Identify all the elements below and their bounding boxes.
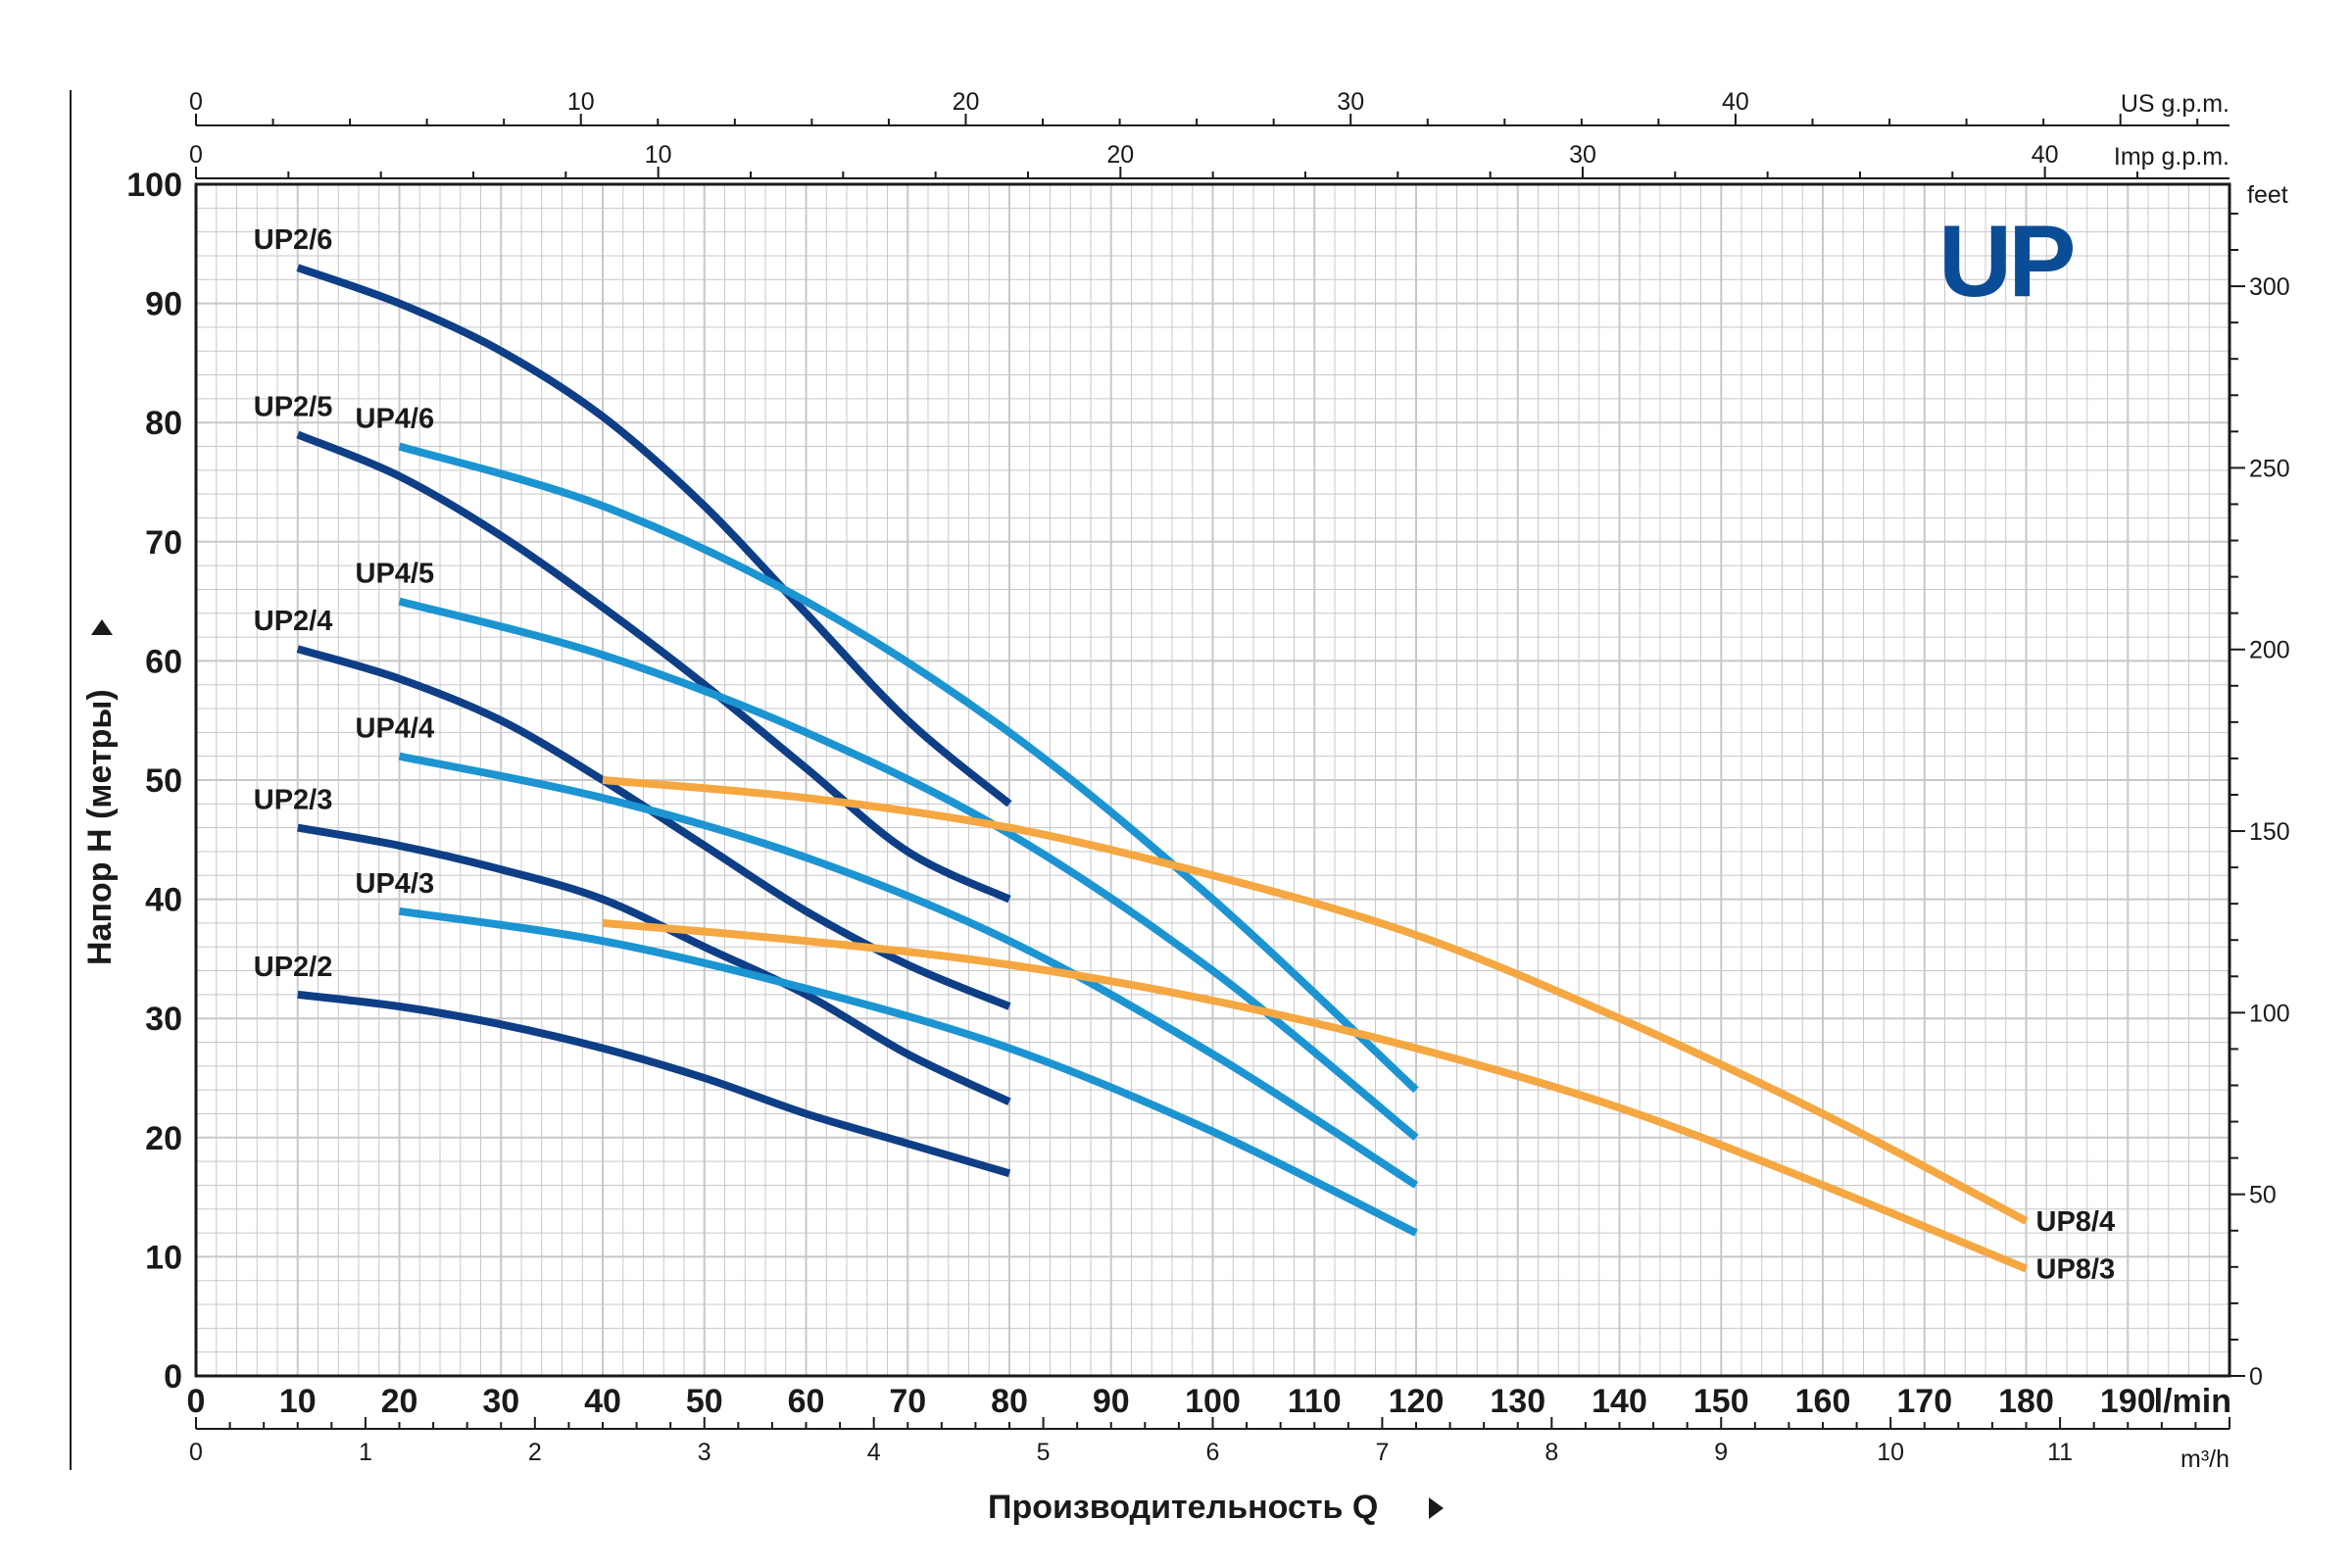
x-axis-arrow-icon <box>1429 1497 1444 1519</box>
curve-up8-3 <box>602 918 2029 1273</box>
feet-tick-label: 100 <box>2249 1000 2290 1027</box>
curve-label-up2-2: UP2/2 <box>254 952 333 983</box>
y-tick-label: 20 <box>145 1120 182 1157</box>
x-tick-label: 160 <box>1795 1383 1851 1420</box>
lmin-unit: l/min <box>2154 1383 2231 1420</box>
plot-frame <box>194 182 2231 1378</box>
curve-up8-4 <box>602 776 2029 1225</box>
curve-up2-5 <box>296 430 1011 904</box>
x-tick-label: 70 <box>889 1383 926 1420</box>
curve-label-up4-6: UP4/6 <box>356 404 435 435</box>
y-axis-arrow-icon <box>91 619 113 635</box>
y-tick-label: 10 <box>145 1239 182 1276</box>
y-tick-label: 50 <box>145 762 182 800</box>
imp-gpm-tick-label: 10 <box>645 141 672 169</box>
y-tick-label: 70 <box>145 524 182 562</box>
feet-tick-label: 200 <box>2249 637 2290 664</box>
feet-tick-label: 50 <box>2249 1182 2277 1209</box>
curve-label-up4-5: UP4/5 <box>356 559 435 590</box>
x-tick-label: 40 <box>584 1383 621 1420</box>
y-tick-label: 0 <box>164 1358 182 1396</box>
curve-up2-3 <box>297 823 1011 1105</box>
us-gpm-tick-label: 0 <box>189 88 203 116</box>
m3h-tick-label: 5 <box>1037 1439 1051 1466</box>
curve-up4-6 <box>398 442 1419 1094</box>
y-tick-label: 80 <box>145 405 182 442</box>
x-tick-label: 30 <box>482 1383 519 1420</box>
feet-tick-label: 250 <box>2249 455 2290 482</box>
x-tick-label: 150 <box>1693 1383 1749 1420</box>
curve-up2-2 <box>297 990 1011 1178</box>
us-gpm-tick-label: 20 <box>953 88 980 116</box>
curve-label-up8-3: UP8/3 <box>2036 1254 2116 1286</box>
feet-tick-label: 300 <box>2249 273 2290 301</box>
curve-up4-5 <box>398 597 1419 1141</box>
feet-tick-label: 0 <box>2249 1363 2263 1391</box>
x-tick-label: 190 <box>2100 1383 2156 1420</box>
y-tick-label: 90 <box>145 286 182 323</box>
feet-unit: feet <box>2247 181 2288 209</box>
m3h-tick-label: 11 <box>2047 1439 2073 1466</box>
m3h-unit: m³/h <box>2180 1446 2230 1473</box>
y-tick-label: 100 <box>126 167 182 204</box>
y-tick-label: 60 <box>145 643 182 680</box>
us-gpm-unit: US g.p.m. <box>2121 90 2230 118</box>
x-tick-label: 130 <box>1490 1383 1545 1420</box>
imp-gpm-unit: Imp g.p.m. <box>2114 143 2230 171</box>
us-gpm-tick-label: 30 <box>1337 88 1364 116</box>
x-tick-label: 60 <box>788 1383 825 1420</box>
grid <box>196 184 2230 1376</box>
x-tick-label: 90 <box>1093 1383 1130 1420</box>
m3h-tick-label: 7 <box>1375 1439 1389 1466</box>
imp-gpm-tick-label: 40 <box>2032 141 2059 169</box>
y-tick-label: 40 <box>145 882 182 919</box>
m3h-tick-label: 10 <box>1877 1439 1904 1466</box>
m3h-tick-label: 3 <box>698 1439 711 1466</box>
m3h-tick-label: 1 <box>359 1439 372 1466</box>
x-tick-label: 140 <box>1592 1383 1647 1420</box>
curve-up4-3 <box>398 906 1418 1237</box>
m3h-tick-label: 9 <box>1714 1439 1728 1466</box>
curves <box>296 264 2029 1273</box>
us-gpm-tick-label: 10 <box>567 88 595 116</box>
curve-label-up8-4: UP8/4 <box>2036 1206 2116 1238</box>
x-tick-label: 10 <box>279 1383 317 1420</box>
x-tick-label: 100 <box>1185 1383 1241 1420</box>
curve-up2-6 <box>296 264 1012 808</box>
curve-labels: UP2/6 UP2/5 UP2/4 UP2/3 UP2/2 UP4/6 UP4/5 UP4/4… <box>254 224 2115 1285</box>
curve-up4-4 <box>398 752 1419 1189</box>
x-tick-label: 80 <box>991 1383 1028 1420</box>
m3h-tick-label: 2 <box>528 1439 542 1466</box>
curve-label-up2-4: UP2/4 <box>254 606 333 637</box>
curve-label-up2-6: UP2/6 <box>254 224 333 256</box>
curve-label-up2-3: UP2/3 <box>254 785 333 816</box>
imp-gpm-tick-label: 20 <box>1106 141 1134 169</box>
y-tick-label: 30 <box>145 1001 182 1038</box>
y-axis-title: Напор H (метры) <box>81 689 119 965</box>
x-tick-label: 170 <box>1896 1383 1952 1420</box>
x-tick-label: 120 <box>1389 1383 1445 1420</box>
x-tick-label: 110 <box>1288 1383 1342 1420</box>
x-axis-title: Производительность Q <box>988 1489 1378 1526</box>
us-gpm-tick-label: 40 <box>1722 88 1749 116</box>
m3h-tick-label: 4 <box>867 1439 881 1466</box>
brand-logo: UP <box>1938 205 2073 318</box>
m3h-tick-label: 8 <box>1544 1439 1558 1466</box>
imp-gpm-tick-label: 30 <box>1569 141 1596 169</box>
m3h-tick-label: 0 <box>189 1439 203 1466</box>
x-tick-label: 50 <box>686 1383 723 1420</box>
curve-label-up2-5: UP2/5 <box>254 391 333 422</box>
x-tick-label: 20 <box>381 1383 418 1420</box>
feet-tick-label: 150 <box>2249 818 2290 846</box>
imp-gpm-tick-label: 0 <box>189 141 203 169</box>
m3h-tick-label: 6 <box>1206 1439 1220 1466</box>
x-tick-label: 0 <box>187 1383 206 1420</box>
curve-label-up4-4: UP4/4 <box>356 713 435 745</box>
curve-label-up4-3: UP4/3 <box>356 868 435 900</box>
x-tick-label: 180 <box>1998 1383 2054 1420</box>
